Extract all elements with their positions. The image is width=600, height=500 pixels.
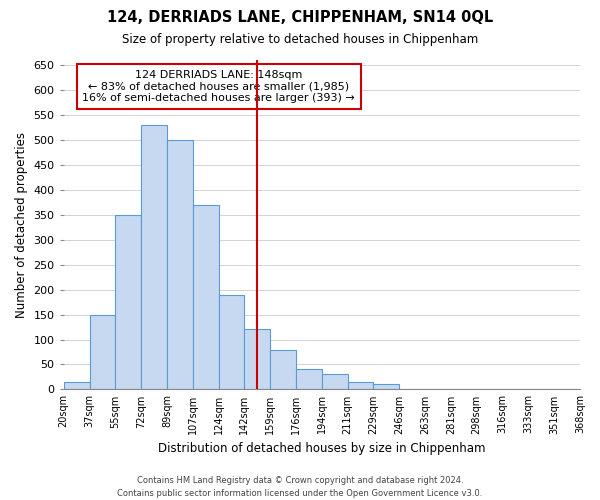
Bar [270,350,296,390]
Bar [89,314,115,390]
Bar [141,125,167,390]
Bar [218,294,244,390]
Bar [296,370,322,390]
Bar [347,382,373,390]
Bar [373,384,399,390]
Bar [244,328,270,390]
X-axis label: Distribution of detached houses by size in Chippenham: Distribution of detached houses by size … [158,442,485,455]
Bar [167,140,193,390]
Text: 124 DERRIADS LANE: 148sqm
← 83% of detached houses are smaller (1,985)
16% of se: 124 DERRIADS LANE: 148sqm ← 83% of detac… [82,70,355,103]
Bar [115,214,141,390]
Text: 124, DERRIADS LANE, CHIPPENHAM, SN14 0QL: 124, DERRIADS LANE, CHIPPENHAM, SN14 0QL [107,10,493,25]
Text: Contains HM Land Registry data © Crown copyright and database right 2024.
Contai: Contains HM Land Registry data © Crown c… [118,476,482,498]
Bar [64,382,89,390]
Text: Size of property relative to detached houses in Chippenham: Size of property relative to detached ho… [122,32,478,46]
Bar [322,374,347,390]
Y-axis label: Number of detached properties: Number of detached properties [15,132,28,318]
Bar [193,204,218,390]
